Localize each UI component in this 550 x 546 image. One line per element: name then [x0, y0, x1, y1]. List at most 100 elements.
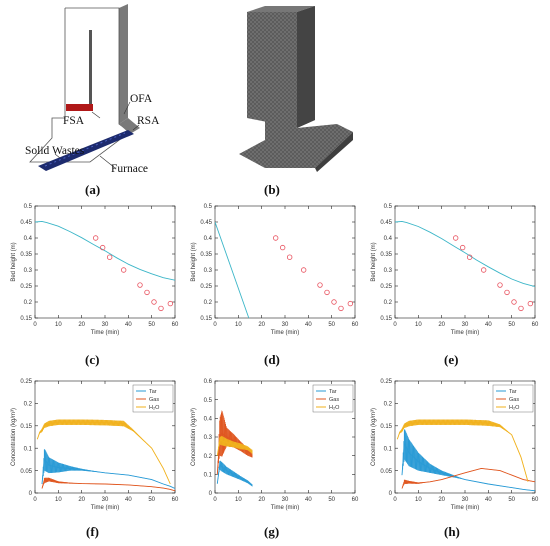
subcaption-g: (g)	[264, 524, 280, 539]
x-axis-label: Time (min)	[451, 330, 479, 336]
y-tick-label: 0.35	[380, 252, 392, 258]
x-tick-label: 20	[78, 497, 85, 503]
x-tick-label: 10	[235, 497, 242, 503]
x-tick-label: 30	[462, 322, 469, 328]
legend-label: Gas	[509, 397, 519, 403]
y-tick-label: 0.5	[24, 204, 33, 210]
y-tick-label: 0.1	[204, 473, 213, 479]
x-tick-label: 60	[532, 497, 539, 503]
y-tick-label: 0.2	[204, 454, 213, 460]
x-tick-label: 30	[282, 497, 289, 503]
y-tick-label: 0	[29, 491, 33, 497]
series-gas	[41, 479, 175, 492]
concentration-chart-h: 0 0.05 0.1 0.15 0.2 0.25 0 10 20 30 40 50 60 Time (mi…	[371, 379, 539, 511]
subcaption-f: (f)	[86, 524, 99, 539]
x-tick-label: 20	[438, 322, 445, 328]
furnace-label: Furnace	[111, 163, 149, 175]
rsa-label: RSA	[137, 115, 160, 127]
measured-point	[511, 299, 517, 305]
x-tick-label: 10	[415, 322, 422, 328]
measured-point	[120, 267, 127, 273]
x-tick-label: 10	[235, 322, 242, 328]
mesh-base	[239, 118, 353, 168]
x-tick-label: 60	[532, 322, 539, 328]
y-tick-label: 0.35	[20, 252, 32, 258]
furnace-baffle	[89, 30, 92, 110]
concentration-chart-g: 0 0.1 0.2 0.3 0.4 0.5 0.6 0 10 20 30 40 50 60 Time (mi…	[191, 379, 359, 511]
x-axis-label: Time (min)	[451, 505, 479, 511]
y-tick-label: 0.3	[204, 268, 213, 274]
y-axis-label: Bed height (m)	[191, 242, 197, 281]
y-tick-label: 0.2	[204, 300, 213, 306]
x-axis-label: Time (min)	[91, 330, 119, 336]
legend-label: Gas	[149, 397, 159, 403]
y-tick-label: 0.1	[24, 446, 33, 452]
model-line	[35, 220, 175, 281]
y-tick-label: 0.45	[380, 220, 392, 226]
x-axis-label: Time (min)	[91, 505, 119, 511]
plot-frame	[214, 205, 356, 319]
x-tick-label: 50	[508, 497, 515, 503]
plot-frame	[394, 205, 536, 319]
x-tick-label: 60	[172, 497, 179, 503]
y-tick-label: 0.35	[200, 252, 212, 258]
subcaption-a: (a)	[85, 182, 101, 197]
x-tick-label: 50	[328, 322, 335, 328]
x-tick-label: 0	[393, 322, 397, 328]
model-line	[215, 221, 250, 318]
y-tick-label: 0.2	[24, 402, 33, 408]
y-tick-label: 0.6	[204, 379, 213, 385]
plot-area	[396, 419, 535, 492]
y-tick-label: 0.3	[384, 268, 393, 274]
subcaption-e: (e)	[444, 352, 459, 367]
y-tick-label: 0.1	[384, 446, 393, 452]
x-tick-label: 60	[172, 322, 179, 328]
measured-point	[99, 244, 106, 251]
y-axis-label: Bed height (m)	[11, 242, 17, 281]
measured-point	[452, 235, 459, 241]
x-tick-label: 50	[148, 322, 155, 328]
y-tick-label: 0.05	[20, 469, 32, 475]
furnace-side-wall	[119, 4, 128, 124]
y-tick-label: 0.45	[200, 220, 212, 226]
bed-height-chart-d: 0.15 0.2 0.25 0.3 0.35 0.4 0.45 0.5 0 10 20 30 40 50 6…	[191, 204, 359, 336]
measured-point	[497, 282, 503, 288]
x-tick-label: 50	[508, 322, 515, 328]
y-tick-label: 0.4	[384, 236, 393, 242]
series-tar	[216, 464, 253, 486]
y-tick-label: 0.3	[24, 268, 33, 274]
legend-label: H₂O	[329, 405, 340, 411]
y-tick-label: 0.15	[20, 424, 32, 430]
x-tick-label: 20	[78, 322, 85, 328]
x-tick-label: 50	[148, 497, 155, 503]
x-tick-label: 40	[305, 497, 312, 503]
y-tick-label: 0.2	[384, 402, 393, 408]
x-tick-label: 10	[415, 497, 422, 503]
legend-label: Tar	[149, 389, 157, 395]
x-axis-label: Time (min)	[271, 330, 299, 336]
x-tick-label: 50	[328, 497, 335, 503]
y-axis-label: Concentration (kg/m³)	[11, 408, 17, 466]
bed-height-chart-c: 0.15 0.2 0.25 0.3 0.35 0.4 0.45 0.5 0 10 20 30 40 50 6…	[11, 204, 179, 336]
measured-point	[158, 305, 164, 312]
x-tick-label: 0	[213, 497, 217, 503]
subcaption-h: (h)	[444, 524, 460, 539]
grate-solid-wastes	[38, 130, 134, 171]
x-tick-label: 30	[462, 497, 469, 503]
y-tick-label: 0.25	[380, 379, 392, 385]
series-ho	[216, 440, 253, 456]
y-tick-label: 0.5	[204, 204, 213, 210]
legend-label: Tar	[329, 389, 337, 395]
measured-point	[527, 300, 534, 307]
mesh-geometry-figure	[239, 6, 353, 172]
legend-label: Tar	[509, 389, 517, 395]
x-tick-label: 0	[33, 497, 37, 503]
series-gas	[216, 432, 253, 475]
x-tick-label: 20	[438, 497, 445, 503]
x-tick-label: 40	[305, 322, 312, 328]
x-tick-label: 60	[352, 497, 359, 503]
y-tick-label: 0.25	[200, 284, 212, 290]
y-tick-label: 0.25	[20, 284, 32, 290]
x-tick-label: 0	[33, 322, 37, 328]
y-axis-label: Concentration (kg/m³)	[371, 408, 377, 466]
